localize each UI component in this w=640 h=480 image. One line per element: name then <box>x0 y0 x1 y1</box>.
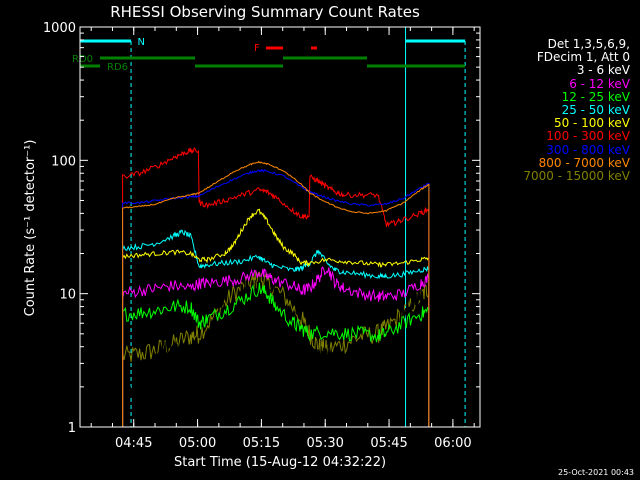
y-tick-label: 1 <box>68 421 76 436</box>
series-line-6-12-kev <box>122 266 430 427</box>
rd6-label: RD6 <box>107 62 128 73</box>
legend-entry: 25 - 50 keV <box>561 103 630 118</box>
legend-entry: 100 - 300 keV <box>546 129 630 144</box>
legend-entry: 12 - 25 keV <box>561 89 630 104</box>
legend-entry: 50 - 100 keV <box>553 116 630 131</box>
chart-title: RHESSI Observing Summary Count Rates <box>110 3 420 21</box>
night-label: N <box>137 37 144 48</box>
series-line-300-800-kev <box>122 168 430 427</box>
timestamp: 25-Oct-2021 00:43 <box>558 468 634 477</box>
series-line-7000-15000-kev <box>122 271 430 427</box>
legend-entry: 3 - 6 keV <box>576 63 630 78</box>
legend-header-line: FDecim 1, Att 0 <box>536 50 630 65</box>
legend-entry: 800 - 7000 keV <box>538 155 630 170</box>
x-tick-label: 05:00 <box>179 436 216 451</box>
series-line-12-25-kev <box>122 282 430 427</box>
x-axis-label: Start Time (15-Aug-12 04:32:22) <box>174 455 386 470</box>
series-line-800-7000-kev <box>122 160 430 427</box>
legend: Det 1,3,5,6,9, FDecim 1, Att 0 3 - 6 keV… <box>488 37 630 184</box>
y-tick-label: 10 <box>59 288 76 303</box>
legend-entry: 300 - 800 keV <box>546 142 630 157</box>
legend-header-line: Det 1,3,5,6,9, <box>547 37 630 51</box>
series-line-50-100-kev <box>122 208 430 427</box>
x-tick-label: 05:15 <box>243 436 280 451</box>
x-tick-label: 05:45 <box>370 436 407 451</box>
series-line-25-50-kev <box>122 229 430 427</box>
legend-entry: 6 - 12 keV <box>569 76 630 91</box>
rd0-label: RD0 <box>72 54 93 65</box>
y-tick-label: 1000 <box>43 21 76 36</box>
x-tick-label: 05:30 <box>306 436 343 451</box>
series-line-3-6-kev <box>122 261 430 427</box>
x-tick-label: 04:45 <box>115 436 152 451</box>
x-tick-label: 06:00 <box>434 436 471 451</box>
series-line-100-300-kev <box>122 147 430 427</box>
plot-frame <box>79 26 481 428</box>
legend-entry: 7000 - 15000 keV <box>523 169 630 184</box>
y-axis-label: Count Rate (s⁻¹ detector⁻¹) <box>23 140 38 317</box>
flare-label: F <box>254 43 260 54</box>
y-tick-label: 100 <box>51 154 76 169</box>
